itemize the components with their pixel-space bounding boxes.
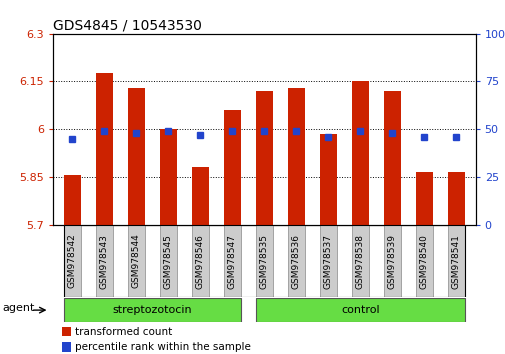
Bar <box>383 91 400 225</box>
Bar <box>191 167 209 225</box>
Bar <box>287 225 305 297</box>
Bar <box>255 298 464 322</box>
Bar <box>223 110 241 225</box>
Bar <box>319 225 336 297</box>
Bar <box>319 134 336 225</box>
Text: transformed count: transformed count <box>75 326 172 337</box>
Bar <box>287 88 305 225</box>
Bar <box>64 298 241 322</box>
Text: GDS4845 / 10543530: GDS4845 / 10543530 <box>53 18 201 33</box>
Bar <box>223 225 241 297</box>
Text: GSM978545: GSM978545 <box>164 234 173 289</box>
Text: GSM978537: GSM978537 <box>323 234 332 289</box>
Bar <box>447 225 464 297</box>
Text: GSM978540: GSM978540 <box>419 234 428 289</box>
Text: agent: agent <box>3 303 35 313</box>
Bar <box>415 172 432 225</box>
Bar <box>383 225 400 297</box>
Text: GSM978547: GSM978547 <box>227 234 236 289</box>
Bar <box>415 225 432 297</box>
Text: GSM978546: GSM978546 <box>195 234 205 289</box>
Bar <box>159 129 177 225</box>
Text: GSM978538: GSM978538 <box>355 234 364 289</box>
Text: GSM978543: GSM978543 <box>99 234 109 289</box>
Text: GSM978541: GSM978541 <box>451 234 460 289</box>
Bar <box>127 88 145 225</box>
Text: GSM978535: GSM978535 <box>260 234 268 289</box>
Bar <box>191 225 209 297</box>
Bar <box>255 91 273 225</box>
Text: GSM978536: GSM978536 <box>291 234 300 289</box>
Bar <box>351 225 369 297</box>
Bar <box>95 225 113 297</box>
Text: percentile rank within the sample: percentile rank within the sample <box>75 342 250 352</box>
Bar <box>447 172 464 225</box>
Text: GSM978544: GSM978544 <box>132 234 140 289</box>
Bar <box>255 225 273 297</box>
Bar <box>127 225 145 297</box>
Text: GSM978539: GSM978539 <box>387 234 396 289</box>
Bar <box>95 73 113 225</box>
Text: streptozotocin: streptozotocin <box>112 305 192 315</box>
Bar <box>351 81 369 225</box>
Bar <box>64 225 81 297</box>
Text: control: control <box>340 305 379 315</box>
Text: GSM978542: GSM978542 <box>68 234 77 289</box>
Bar <box>62 327 71 336</box>
Bar <box>64 175 81 225</box>
Bar <box>159 225 177 297</box>
Bar <box>62 342 71 352</box>
